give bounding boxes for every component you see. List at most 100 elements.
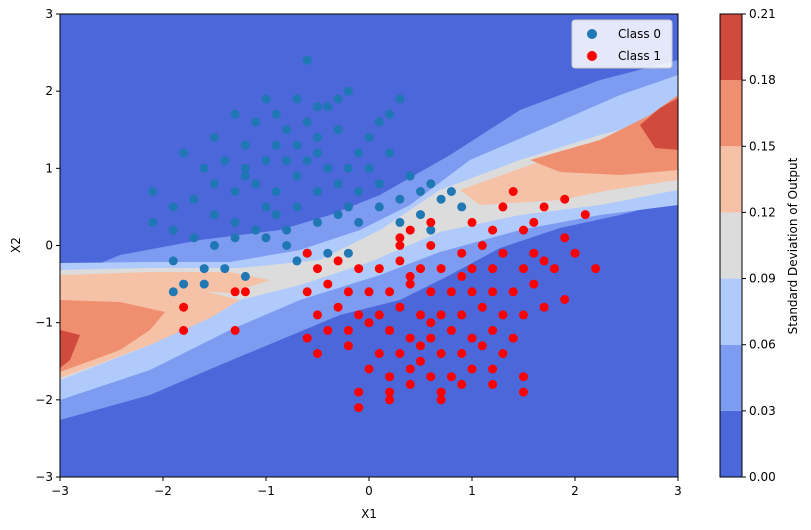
point-class-1 <box>467 287 477 297</box>
point-class-1 <box>467 264 477 274</box>
point-class-1 <box>498 248 508 258</box>
colorbar <box>719 13 743 478</box>
point-class-1 <box>333 256 343 266</box>
point-class-1 <box>395 349 405 358</box>
point-class-1 <box>385 395 395 405</box>
point-class-0 <box>210 241 219 250</box>
point-class-1 <box>488 264 498 274</box>
point-class-1 <box>405 379 415 389</box>
point-class-1 <box>477 341 487 351</box>
point-class-1 <box>570 248 580 258</box>
series-class-1 <box>179 187 601 413</box>
point-class-0 <box>168 287 178 297</box>
colorbar-tick-label: 0.15 <box>749 139 776 153</box>
point-class-0 <box>230 187 240 196</box>
point-class-1 <box>426 241 436 250</box>
colorbar-band <box>720 344 742 411</box>
point-class-1 <box>385 387 395 397</box>
point-class-1 <box>519 310 528 320</box>
legend: Class 0 Class 1 <box>571 19 673 69</box>
point-class-1 <box>302 333 312 343</box>
point-class-0 <box>240 140 250 150</box>
point-class-1 <box>477 302 487 312</box>
point-class-1 <box>549 264 559 274</box>
point-class-0 <box>313 148 322 158</box>
point-class-1 <box>467 333 477 343</box>
point-class-1 <box>498 310 508 320</box>
point-class-0 <box>343 202 353 212</box>
point-class-0 <box>282 225 292 235</box>
point-class-0 <box>148 187 158 196</box>
point-class-0 <box>323 102 333 112</box>
point-class-0 <box>168 256 178 266</box>
point-class-1 <box>405 279 415 289</box>
point-class-1 <box>591 264 601 274</box>
point-class-1 <box>354 310 364 320</box>
point-class-1 <box>519 372 528 382</box>
point-class-0 <box>261 156 271 166</box>
point-class-1 <box>364 318 374 328</box>
point-class-1 <box>405 333 415 343</box>
point-class-1 <box>354 264 364 274</box>
point-class-1 <box>426 372 436 382</box>
point-class-1 <box>488 225 498 235</box>
point-class-0 <box>395 217 405 227</box>
point-class-1 <box>488 364 498 374</box>
y-tick-label: 2 <box>45 84 53 98</box>
point-class-0 <box>343 163 353 173</box>
colorbar-band <box>720 278 742 345</box>
point-class-0 <box>261 94 271 104</box>
point-class-0 <box>405 171 415 181</box>
colorbar-tick-label: 0.00 <box>749 470 776 484</box>
point-class-0 <box>210 133 219 142</box>
point-class-1 <box>374 264 384 274</box>
contour-band-0.18b <box>640 98 678 150</box>
point-class-1 <box>498 349 508 358</box>
x-tick-label: 0 <box>365 484 373 498</box>
point-class-1 <box>446 287 456 297</box>
point-class-1 <box>230 287 240 297</box>
point-class-0 <box>333 94 343 104</box>
point-class-0 <box>230 217 240 227</box>
y-axis-ticks: −3 −2 −1 0 1 2 3 <box>35 7 60 484</box>
point-class-0 <box>385 109 395 119</box>
point-class-0 <box>333 210 343 220</box>
colorbar-ticks: 0.00 0.03 0.06 0.09 0.12 0.15 0.18 0.21 <box>742 7 776 484</box>
point-class-0 <box>302 156 312 166</box>
point-class-1 <box>560 233 570 243</box>
point-class-1 <box>374 310 384 320</box>
y-tick-label: −2 <box>35 393 53 407</box>
contour-band-0.12 <box>60 272 270 293</box>
point-class-1 <box>416 356 425 366</box>
point-class-0 <box>271 109 281 119</box>
y-tick-label: 3 <box>45 7 53 21</box>
point-class-0 <box>271 187 281 196</box>
point-class-1 <box>529 217 539 227</box>
point-class-1 <box>426 333 436 343</box>
point-class-1 <box>446 372 456 382</box>
colorbar-band <box>720 14 742 81</box>
contour-band-0.15b <box>530 95 678 175</box>
point-class-0 <box>343 86 353 96</box>
colorbar-tick-label: 0.06 <box>749 338 776 352</box>
point-class-1 <box>508 333 518 343</box>
point-class-0 <box>199 163 209 173</box>
x-tick-label: −2 <box>154 484 172 498</box>
point-class-0 <box>251 225 261 235</box>
point-class-0 <box>199 264 209 274</box>
point-class-1 <box>498 202 508 212</box>
point-class-1 <box>519 387 528 397</box>
point-class-0 <box>313 133 322 142</box>
point-class-0 <box>364 163 374 173</box>
point-class-1 <box>519 225 528 235</box>
point-class-1 <box>385 287 395 297</box>
x-axis-label: X1 <box>361 507 377 521</box>
point-class-0 <box>148 217 158 227</box>
point-class-0 <box>292 256 302 266</box>
colorbar-frame <box>719 13 743 478</box>
point-class-1 <box>416 341 425 351</box>
point-class-0 <box>374 202 384 212</box>
y-tick-label: −3 <box>35 470 53 484</box>
y-axis-label: X2 <box>9 237 23 253</box>
point-class-1 <box>457 271 467 281</box>
